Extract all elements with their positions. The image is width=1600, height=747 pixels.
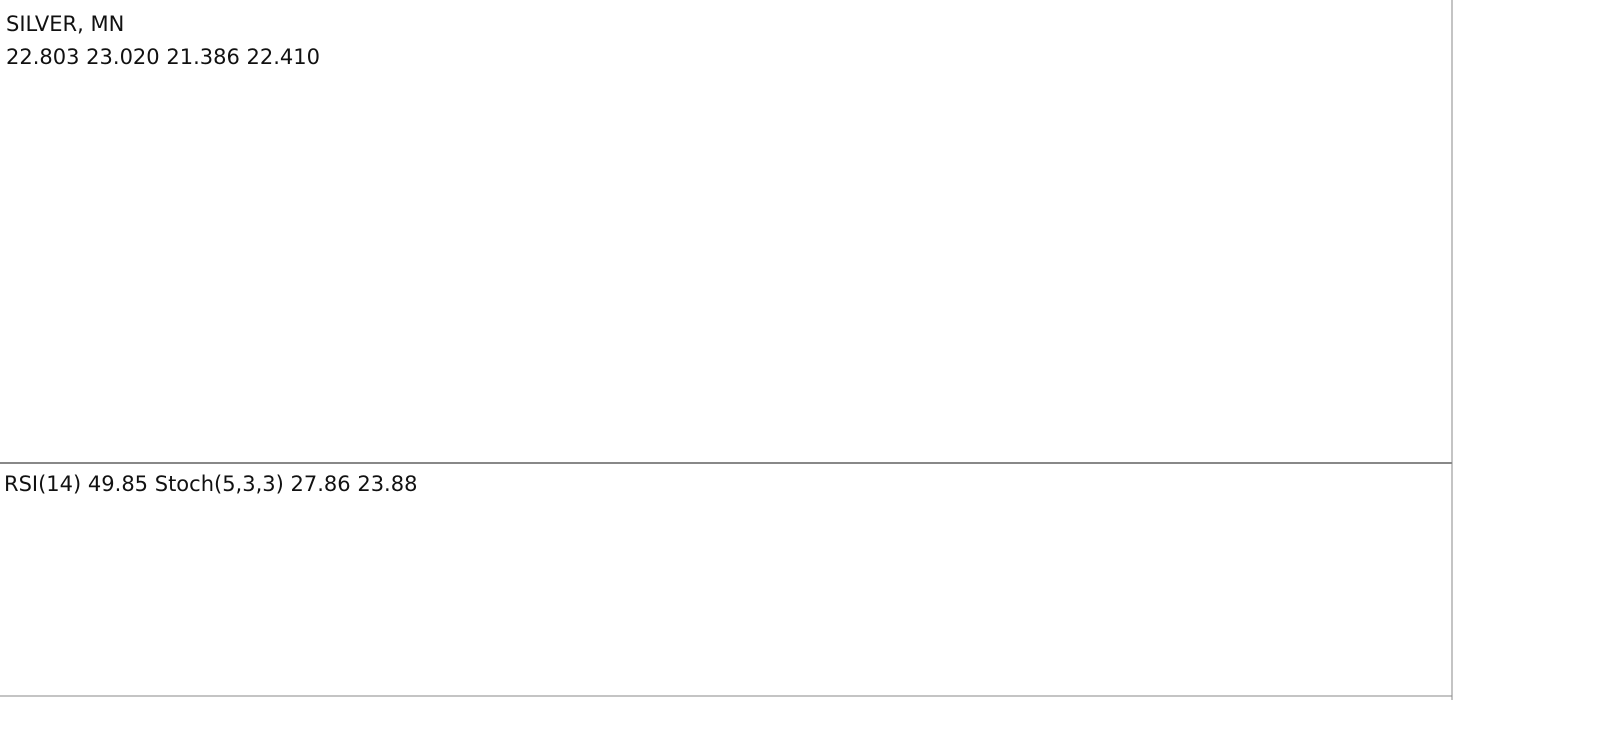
high-value: 23.020 <box>86 45 159 69</box>
oscillator-header: RSI(14) 49.85 Stoch(5,3,3) 27.86 23.88 <box>4 472 417 496</box>
stoch-name: Stoch(5,3,3) <box>155 472 284 496</box>
chart-title: SILVER, MN <box>6 12 124 36</box>
stoch-k-value: 27.86 <box>291 472 351 496</box>
ohlc-header: 22.803 23.020 21.386 22.410 <box>6 45 320 69</box>
rsi-name: RSI(14) <box>4 472 81 496</box>
rsi-value: 49.85 <box>88 472 148 496</box>
close-value: 22.410 <box>247 45 320 69</box>
open-value: 22.803 <box>6 45 79 69</box>
low-value: 21.386 <box>166 45 239 69</box>
stoch-d-value: 23.88 <box>357 472 417 496</box>
